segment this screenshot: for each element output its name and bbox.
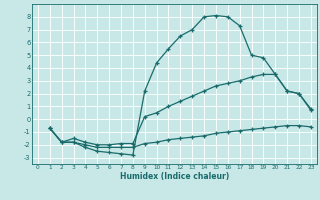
X-axis label: Humidex (Indice chaleur): Humidex (Indice chaleur) <box>120 172 229 181</box>
